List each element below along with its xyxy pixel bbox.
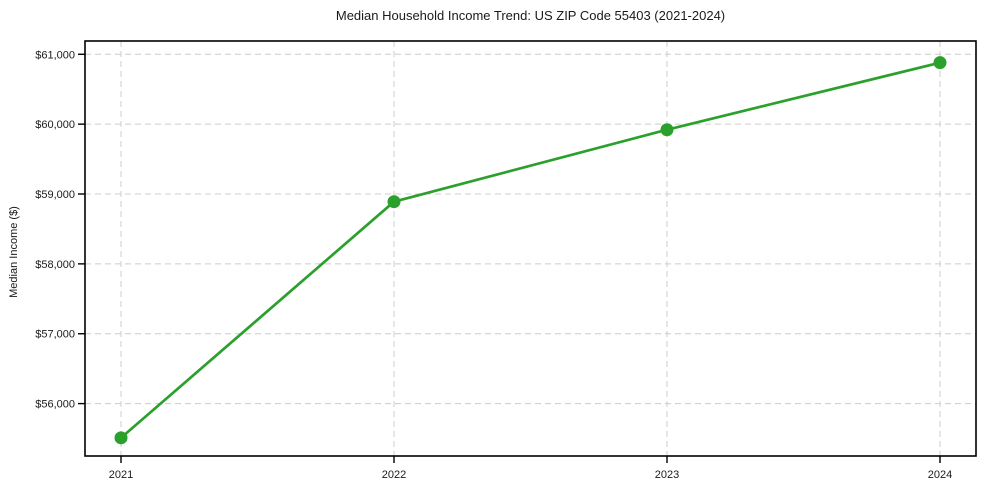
x-tick-label: 2022	[382, 469, 406, 481]
chart-title: Median Household Income Trend: US ZIP Co…	[335, 8, 726, 23]
data-point-2024	[933, 56, 947, 70]
trend-line	[119, 61, 942, 440]
y-axis-label-text: Median Income ($)	[8, 206, 20, 298]
data-point-2022	[387, 195, 401, 209]
x-tick-label: 2021	[109, 469, 133, 481]
x-tick-label: 2023	[655, 469, 679, 481]
y-tick-label: $57,000	[35, 329, 75, 341]
data-point-2023	[660, 123, 674, 137]
y-tick-label: $56,000	[35, 399, 75, 411]
data-point-2021	[114, 431, 128, 445]
y-tick-label: $61,000	[35, 49, 75, 61]
y-tick-label: $59,000	[35, 189, 75, 201]
plot-frame	[84, 40, 977, 457]
x-tick-label: 2024	[928, 469, 952, 481]
y-tick-label: $60,000	[35, 119, 75, 131]
y-tick-label: $58,000	[35, 259, 75, 271]
